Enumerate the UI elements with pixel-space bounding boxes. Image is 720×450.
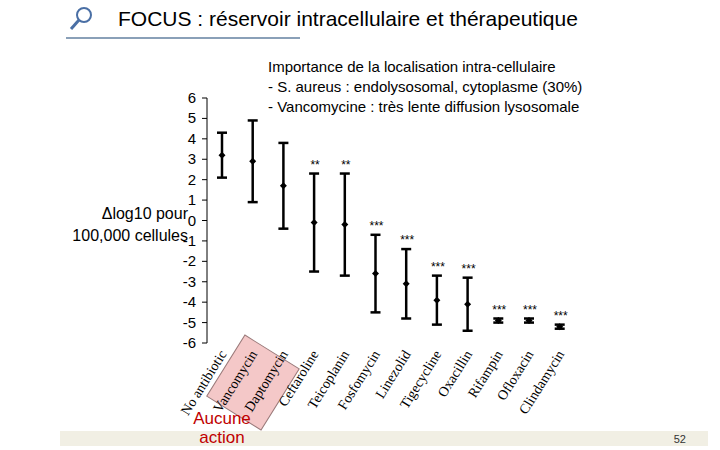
error-cap [309, 270, 319, 273]
error-bar [463, 278, 473, 331]
y-tick [202, 98, 207, 99]
error-cap [432, 323, 442, 326]
plot-marks [217, 120, 565, 330]
point [280, 182, 287, 189]
error-cap [278, 227, 288, 230]
error-bar [217, 133, 227, 178]
note-line: Aucune [193, 409, 251, 428]
text-line: - Vancomycine : très lente diffusion lys… [268, 98, 579, 115]
point [495, 317, 502, 324]
error-cap [463, 330, 473, 333]
title-underline [66, 37, 300, 39]
note-line: action [199, 428, 244, 447]
point [249, 158, 256, 165]
significance: *** [554, 309, 568, 323]
significance: *** [492, 303, 506, 317]
error-bar [401, 249, 411, 318]
y-tick [202, 220, 207, 221]
error-cap [463, 276, 473, 279]
error-cap [278, 142, 288, 145]
significance: ** [310, 158, 320, 172]
significance: *** [369, 219, 383, 233]
point [311, 219, 318, 226]
y-tick [202, 322, 207, 323]
significance: *** [431, 260, 445, 274]
error-cap [371, 311, 381, 314]
y-label-line: 100,000 cellules [72, 227, 188, 244]
y-tick [202, 343, 207, 344]
page-number: 52 [674, 433, 686, 445]
icon-lens [77, 8, 91, 22]
x-tick-label: Fosfomycin [335, 348, 383, 413]
error-cap [371, 234, 381, 237]
significance: *** [400, 233, 414, 247]
point [526, 317, 533, 324]
note: Aucuneaction [193, 409, 251, 447]
y-tick [202, 200, 207, 201]
y-label: Δlog10 pour 100,000 cellules [72, 205, 188, 244]
y-tick-label: 0 [188, 212, 196, 229]
y-tick-label: -5 [183, 314, 196, 331]
error-bar [278, 143, 288, 229]
point [433, 297, 440, 304]
error-cap [432, 274, 442, 277]
y-tick-label: 2 [188, 171, 196, 188]
y-tick [202, 302, 207, 303]
y-tick [202, 159, 207, 160]
text-line: Importance de la localisation intra-cell… [268, 58, 556, 75]
error-bar [340, 174, 350, 276]
y-tick [202, 138, 207, 139]
footer-bar [60, 431, 708, 446]
y-tick-label: -6 [183, 334, 196, 351]
error-cap [248, 119, 258, 122]
y-tick-label: 6 [188, 89, 196, 106]
point [464, 301, 471, 308]
icon-handle [71, 20, 79, 29]
point [403, 280, 410, 287]
point [372, 270, 379, 277]
error-cap [217, 176, 227, 179]
y-tick [202, 179, 207, 180]
error-cap [309, 172, 319, 175]
y-tick-label: 3 [188, 150, 196, 167]
error-cap [401, 248, 411, 251]
significance: ** [341, 158, 351, 172]
y-tick-label: -4 [183, 293, 196, 310]
y-tick-label: 1 [188, 191, 196, 208]
y-tick [202, 261, 207, 262]
error-bar [248, 120, 258, 202]
slide: FOCUS : réservoir intracellulaire et thé… [0, 0, 720, 450]
error-bar [432, 276, 442, 325]
y-tick [202, 118, 207, 119]
error-cap [340, 172, 350, 175]
y-tick [202, 240, 207, 241]
error-cap [217, 131, 227, 134]
x-tick-label: Clindamycin [516, 348, 567, 417]
significance: *** [523, 303, 537, 317]
error-cap [340, 274, 350, 277]
error-cap [248, 201, 258, 204]
error-bar [309, 174, 319, 272]
text-line: - S. aureus : endolysosomal, cytoplasme … [268, 78, 582, 95]
point [341, 221, 348, 228]
error-cap [401, 317, 411, 320]
y-tick-label: -3 [183, 273, 196, 290]
significance: *** [462, 262, 476, 276]
y-label-line: Δlog10 pour [102, 205, 189, 222]
point [219, 152, 226, 159]
point [556, 323, 563, 330]
y-tick-label: 5 [188, 109, 196, 126]
error-bar [371, 235, 381, 313]
y-tick [202, 281, 207, 282]
y-tick-label: 4 [188, 130, 196, 147]
title: FOCUS : réservoir intracellulaire et thé… [118, 7, 578, 30]
y-tick-label: -2 [183, 252, 196, 269]
x-tick-label: Tigecycline [397, 348, 444, 412]
